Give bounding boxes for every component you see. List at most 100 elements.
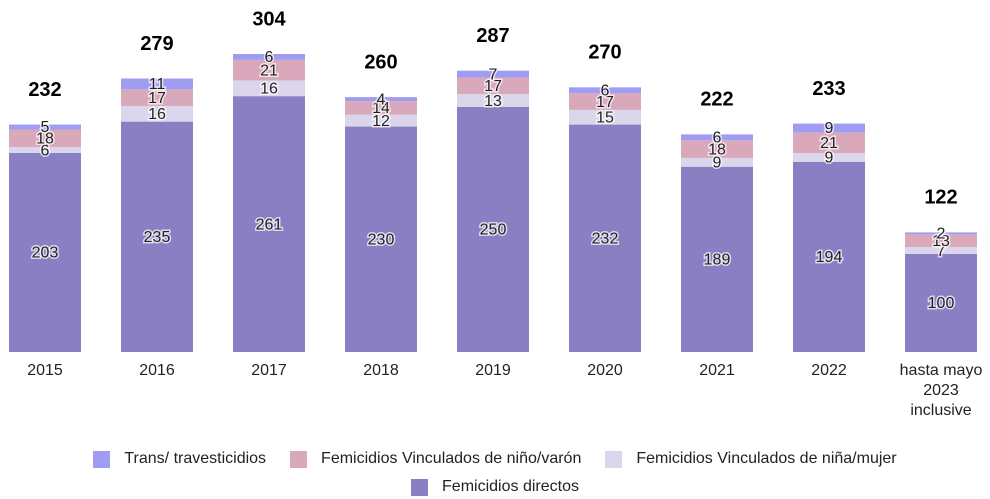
segment-label: 2 [937,226,946,243]
segment-label: 21 [820,135,838,152]
legend-item: Femicidios directos [0,476,990,498]
x-tick-label: 2017 [251,362,287,379]
segment-label: 18 [708,141,726,158]
bar-segment [569,93,641,110]
bar-segment [793,132,865,154]
segment-label: 6 [41,142,50,159]
bar-segment [233,54,305,60]
segment-label: 5 [41,119,50,136]
bar-segment [121,105,193,122]
bar-segment [9,147,81,154]
bar-segment [793,161,865,352]
segment-label: 203 [32,245,59,262]
bar-segment [345,101,417,115]
total-label: 122 [924,187,957,209]
segment-label: 17 [596,94,614,111]
segment-label: 13 [932,233,950,250]
total-label: 222 [700,89,733,111]
segment-label: 6 [601,82,610,99]
segment-label: 13 [484,93,502,110]
bar-segment [345,97,417,102]
bar-segment [457,70,529,78]
bar-segment [681,157,753,167]
x-tick-label: 2021 [699,362,735,379]
bar-segment [457,77,529,95]
legend-label: Femicidios Vinculados de niño/varón [321,450,582,467]
bar-segment [233,59,305,81]
x-tick-label: 2022 [811,362,847,379]
bar-segment [121,89,193,106]
legend-item: Femicidios Vinculados de niño/varón [290,448,581,470]
bar-segment [793,153,865,162]
segment-label: 100 [928,295,955,312]
segment-label: 16 [148,106,166,123]
bar-segment [569,87,641,94]
segment-label: 9 [825,150,834,167]
segment-label: 230 [368,231,395,248]
legend-label: Trans/ travesticidios [124,450,267,467]
legend-swatch [411,478,429,496]
segment-label: 11 [149,76,166,93]
segment-label: 15 [596,109,614,126]
bar-segment [905,247,977,254]
total-label: 304 [252,8,286,30]
legend-label: Femicidios Vinculados de niña/mujer [636,450,897,467]
legend-item: Trans/ travesticidios [93,448,266,470]
segment-label: 9 [825,120,834,137]
legend-item: Femicidios Vinculados de niña/mujer [605,448,897,470]
bar-segment [569,124,641,352]
bar-segment [905,234,977,248]
legend-swatch [290,450,308,468]
segment-label: 17 [484,78,502,95]
segment-label: 6 [713,130,722,147]
legend-swatch [605,450,623,468]
total-label: 287 [476,25,509,47]
bar-segment [457,94,529,107]
bar-segment [121,78,193,90]
bar-segment [345,114,417,127]
bar-segment [793,123,865,133]
x-tick-label: 2015 [27,362,63,379]
bar-segment [681,166,753,352]
total-label: 260 [364,51,397,73]
segment-label: 4 [377,91,386,108]
segment-label: 6 [265,49,274,66]
segment-label: 21 [260,62,278,79]
segment-label: 9 [713,155,722,172]
segment-label: 17 [148,90,166,107]
legend: Trans/ travesticidios Femicidios Vinculad… [0,448,990,498]
bar-segment [9,124,81,130]
segment-label: 194 [816,249,843,266]
segment-label: 18 [36,131,54,148]
x-tick-label: 2018 [363,362,399,379]
bar-segment [9,129,81,148]
bar-segment [233,80,305,97]
bar-segment [569,109,641,125]
total-label: 270 [588,42,621,64]
bar-segment [681,140,753,158]
segment-label: 261 [256,216,283,233]
segment-label: 7 [489,66,498,83]
segment-label: 189 [704,252,731,269]
segment-label: 250 [480,222,507,239]
plot: 2036185232235161711279261162163042301214… [9,8,977,353]
bar-segment [345,126,417,352]
segment-label: 7 [937,243,946,260]
x-tick-label: 2016 [139,362,175,379]
x-tick-label: hasta mayo 2023 inclusive [899,362,983,419]
bar-segment [121,121,193,353]
segment-label: 16 [260,81,278,98]
legend-swatch [93,450,111,468]
segment-label: 12 [372,113,390,130]
bar-segment [905,232,977,235]
bar-segment [905,253,977,352]
x-tick-label: 2020 [587,362,623,379]
legend-label: Femicidios directos [442,478,579,495]
x-tick-label: 2019 [475,362,511,379]
total-label: 233 [812,78,845,100]
bar-segment [9,153,81,352]
segment-label: 14 [372,100,390,117]
bar-segment [233,96,305,353]
total-label: 232 [28,79,61,101]
